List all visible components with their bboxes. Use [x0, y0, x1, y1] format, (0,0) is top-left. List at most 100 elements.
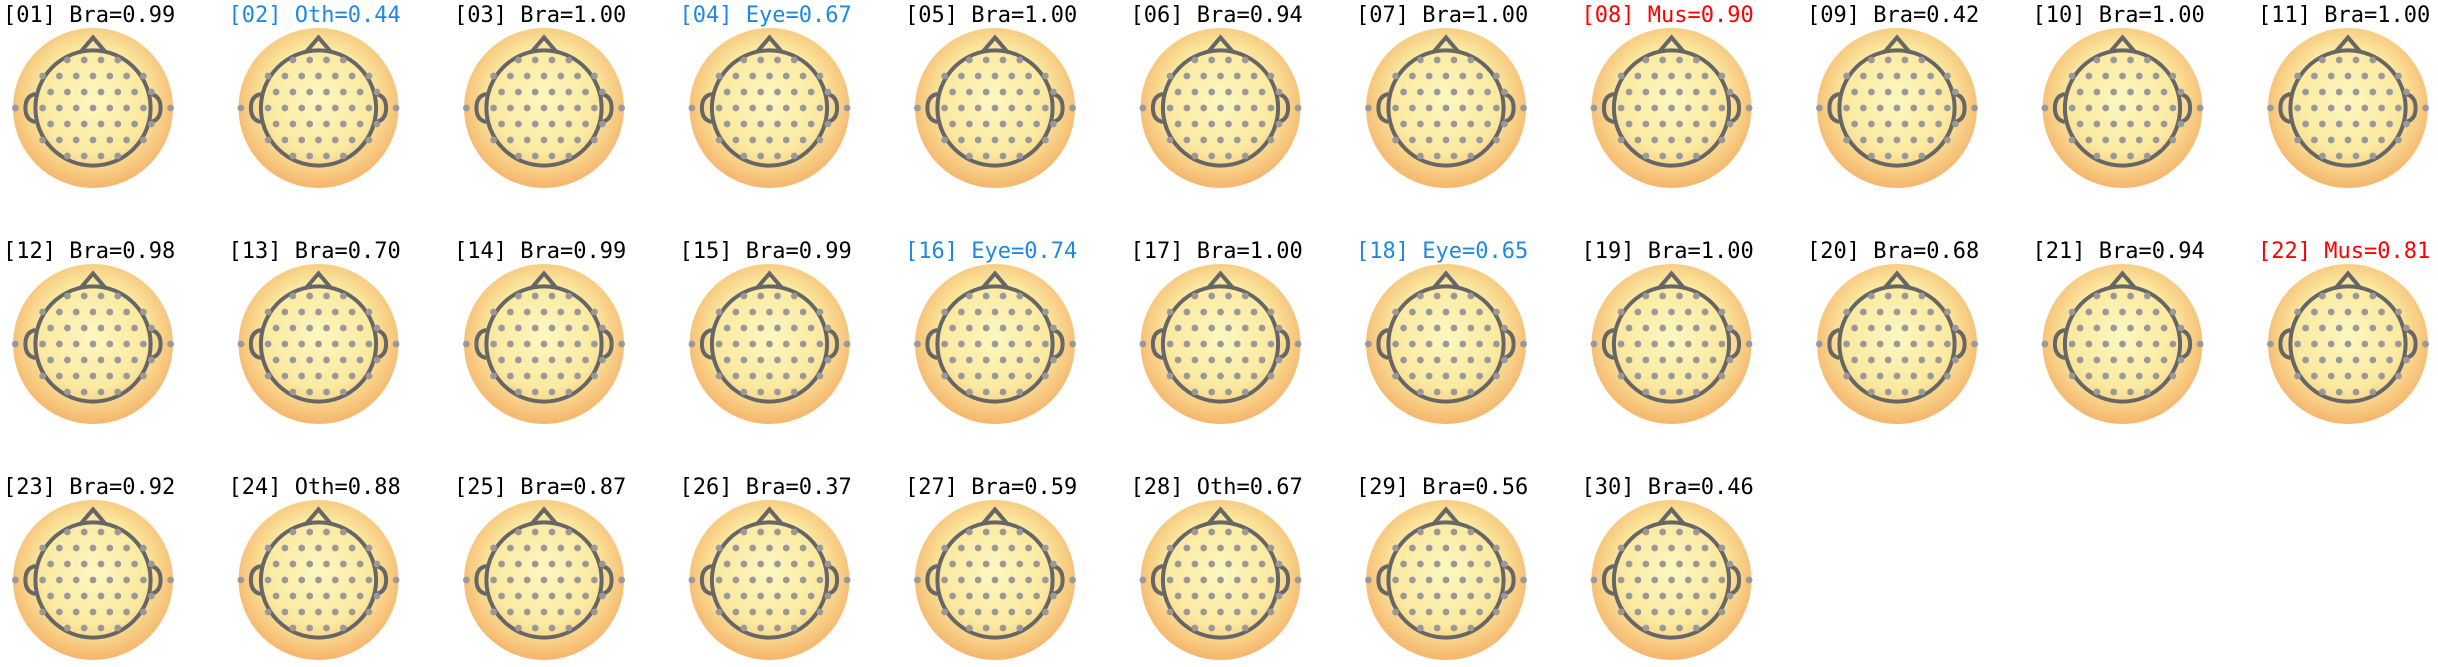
sensor	[1910, 136, 1918, 144]
sensor	[1918, 292, 1926, 300]
sensor	[1692, 292, 1700, 300]
sensor	[289, 324, 297, 332]
sensor	[1208, 152, 1216, 160]
sensor	[1617, 576, 1625, 584]
sensor	[148, 560, 155, 568]
sensor	[1241, 88, 1249, 96]
ear-left	[1827, 328, 1840, 360]
sensor	[1225, 292, 1232, 300]
sensor	[97, 56, 105, 64]
sensor	[958, 308, 965, 316]
sensor	[1417, 388, 1424, 396]
sensor	[298, 136, 306, 144]
sensor	[1918, 324, 1926, 332]
sensor	[1659, 56, 1667, 64]
sensor	[306, 592, 314, 600]
sensor	[974, 104, 982, 112]
sensor	[1016, 56, 1024, 64]
sensor	[941, 104, 948, 112]
sensor	[2352, 292, 2360, 300]
sensor	[966, 624, 973, 632]
topomap-panel: [24] Oth=0.88	[229, 475, 401, 660]
sensor	[1008, 136, 1016, 144]
sensor	[315, 308, 322, 316]
nose	[1657, 506, 1686, 525]
sensor	[306, 528, 314, 536]
nose	[1657, 34, 1686, 53]
sensor	[2127, 88, 2134, 96]
sensor	[323, 388, 330, 396]
ear-right	[1277, 92, 1291, 124]
sensor	[1016, 292, 1024, 300]
sensor	[790, 388, 798, 396]
sensor	[2395, 340, 2402, 348]
sensor	[1617, 340, 1625, 348]
sensor	[688, 104, 696, 112]
nose	[1657, 270, 1686, 289]
sensor	[1659, 388, 1667, 396]
sensor	[1910, 104, 1918, 112]
sensor	[1183, 608, 1191, 616]
sensor	[1701, 576, 1709, 584]
sensor	[565, 592, 573, 600]
sensor	[281, 308, 289, 316]
sensor	[1843, 340, 1850, 348]
sensor	[1893, 372, 1901, 380]
sensor	[2319, 152, 2326, 160]
sensor	[1501, 88, 1508, 96]
sensor	[715, 372, 723, 380]
sensor	[1191, 388, 1199, 396]
sensor	[1860, 372, 1867, 380]
sensor	[2294, 104, 2302, 112]
component-label: [24] Oth=0.88	[229, 475, 401, 500]
sensor	[1651, 576, 1659, 584]
sensor	[966, 324, 973, 332]
sensor	[2361, 136, 2369, 144]
sensor	[348, 72, 356, 80]
sensor	[949, 560, 956, 568]
sensor	[1484, 356, 1491, 364]
sensor	[1843, 104, 1850, 112]
sensor	[507, 372, 514, 380]
sensor	[1726, 592, 1734, 600]
sensor	[2327, 136, 2335, 144]
sensor	[2127, 56, 2134, 64]
ear-left	[1150, 328, 1164, 360]
sensor	[807, 88, 815, 96]
sensor	[999, 324, 1007, 332]
sensor	[1484, 324, 1491, 332]
sensor	[548, 56, 556, 64]
sensor	[966, 388, 973, 396]
sensor	[1642, 56, 1650, 64]
nose	[304, 270, 333, 289]
sensor	[2093, 324, 2101, 332]
sensor	[824, 592, 832, 600]
sensor	[1233, 308, 1241, 316]
sensor	[1392, 608, 1399, 616]
sensor	[1901, 56, 1909, 64]
sensor	[1400, 88, 1407, 96]
sensor	[2076, 88, 2084, 96]
sensor	[1659, 624, 1667, 632]
sensor	[1501, 592, 1508, 600]
sensor	[1709, 592, 1717, 600]
sensor	[289, 528, 297, 536]
sensor	[281, 72, 289, 80]
sensor	[2177, 88, 2185, 96]
sensor	[1884, 88, 1892, 96]
sensor	[264, 104, 272, 112]
sensor	[1676, 120, 1683, 128]
sensor	[548, 152, 556, 160]
ear-left	[23, 92, 36, 124]
topomap-panel: [26] Bra=0.37	[680, 475, 852, 660]
sensor	[782, 104, 790, 112]
sensor	[1893, 340, 1901, 348]
sensor	[799, 576, 807, 584]
sensor	[1241, 120, 1249, 128]
sensor	[272, 88, 280, 96]
sensor	[272, 560, 280, 568]
sensor	[1139, 576, 1147, 584]
nose	[981, 270, 1009, 289]
sensor	[1701, 72, 1709, 80]
topomap-panel: [05] Bra=1.00	[905, 3, 1077, 188]
